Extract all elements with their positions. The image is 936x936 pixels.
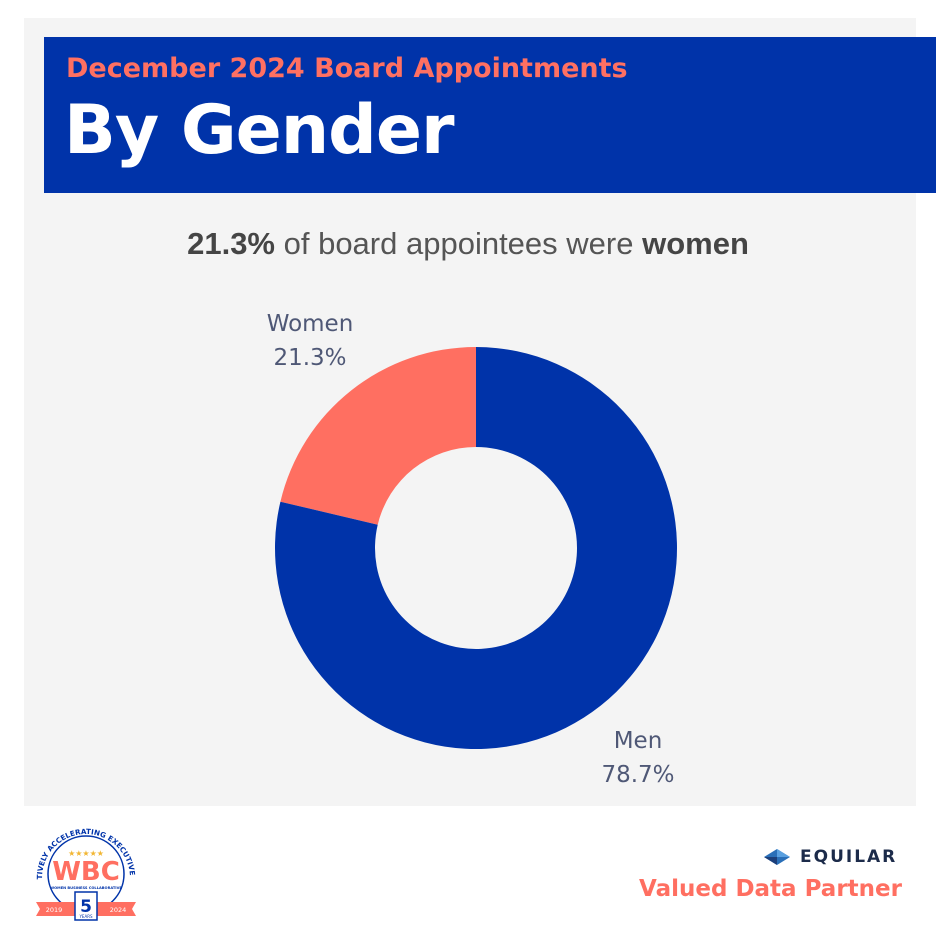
wbc-years-number: 5 (80, 897, 92, 917)
partner-label: Valued Data Partner (639, 876, 902, 902)
donut-slice-men (275, 347, 677, 749)
wbc-years-word: YEARS (78, 914, 92, 919)
equilar-diamond-icon (764, 849, 790, 865)
banner-kicker: December 2024 Board Appointments (66, 53, 628, 84)
donut-slice-women (280, 347, 476, 525)
headline-value: 21.3% (187, 226, 275, 261)
page-title: By Gender (64, 91, 455, 170)
slice-label-women: Women (267, 311, 354, 337)
title-banner: December 2024 Board Appointments By Gend… (44, 37, 936, 193)
wbc-start-year: 2019 (46, 906, 63, 914)
headline: 21.3% of board appointees were women (0, 226, 936, 262)
wbc-name: WBC (52, 857, 120, 887)
stars-icon: ★★★★★ (68, 849, 104, 858)
wbc-years-box (74, 891, 98, 921)
wbc-subtitle: WOMEN BUSINESS COLLABORATIVE (50, 886, 122, 890)
equilar-logo: EQUILAR (764, 846, 897, 868)
donut-chart: Women 21.3% Men 78.7% (267, 311, 677, 788)
wbc-end-year: 2024 (110, 906, 127, 914)
slice-label-men: Men (614, 728, 663, 754)
headline-middle: of board appointees were (275, 226, 643, 261)
slice-value-men: 78.7% (601, 762, 674, 788)
headline-emphasis: women (642, 226, 749, 261)
wbc-logo: COLLECTIVELY ACCELERATING EXECUTIVE WOME… (28, 816, 137, 921)
equilar-wordmark: EQUILAR (800, 847, 898, 867)
slice-value-women: 21.3% (273, 345, 346, 371)
